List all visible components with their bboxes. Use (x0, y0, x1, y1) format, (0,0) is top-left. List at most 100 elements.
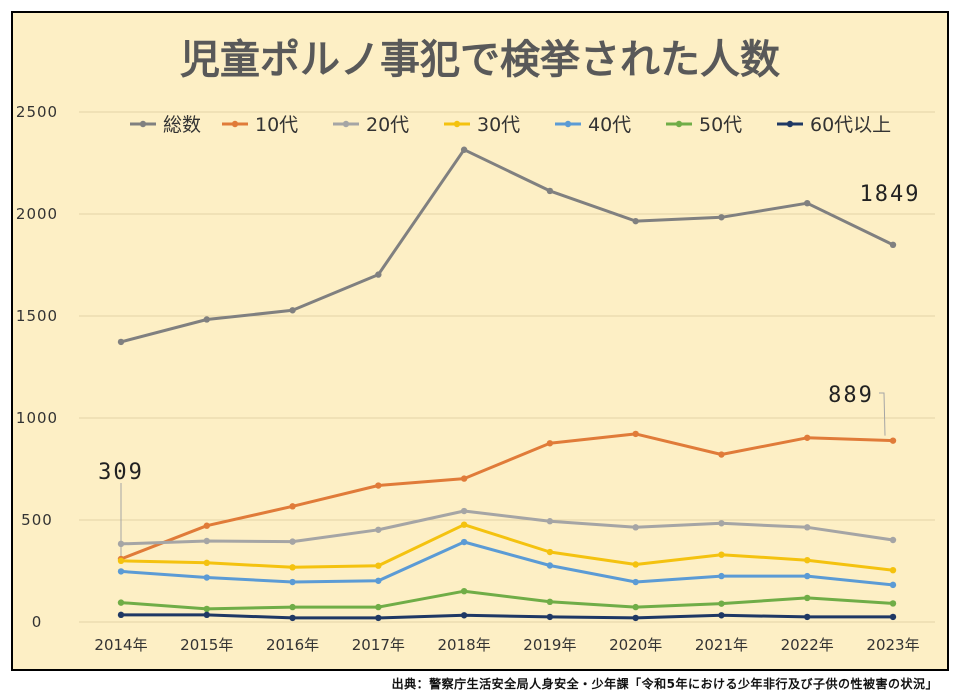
annotation-label: 889 (828, 383, 874, 408)
annotation-label: 1849 (860, 182, 921, 207)
data-point (375, 526, 382, 533)
data-point (289, 564, 296, 571)
x-tick-label: 2017年 (352, 636, 405, 654)
legend-marker (342, 120, 350, 128)
series-line (119, 148, 895, 344)
data-point (718, 214, 725, 221)
line-chart: 児童ポルノ事犯で検挙された人数 0 500 1000 1500 2000 2500 201… (16, 37, 935, 654)
data-point (117, 611, 125, 619)
chart-frame: 児童ポルノ事犯で検挙された人数 0 500 1000 1500 2000 2500 201… (11, 11, 949, 671)
series-line (119, 589, 895, 611)
data-point (460, 521, 468, 528)
series-3 (117, 521, 897, 574)
data-point (804, 199, 811, 207)
data-point (203, 537, 210, 545)
data-point (632, 578, 639, 586)
x-tick-label: 2019年 (523, 636, 576, 654)
legend-item: 50代 (666, 114, 742, 136)
x-tick-label: 2018年 (438, 636, 491, 654)
data-point (889, 581, 897, 589)
data-point (117, 557, 125, 564)
data-point (718, 451, 725, 458)
data-point (289, 614, 296, 622)
y-tick-label: 2000 (16, 205, 58, 223)
data-point (460, 538, 468, 546)
series-1 (117, 430, 897, 563)
data-point (889, 437, 897, 444)
data-point (203, 559, 210, 567)
annotation-label: 309 (98, 460, 144, 485)
series-line (119, 540, 895, 587)
data-point (289, 503, 296, 510)
series-line (119, 613, 895, 620)
data-point (117, 599, 125, 606)
legend-label: 60代以上 (810, 114, 891, 136)
data-point (460, 146, 468, 153)
data-point (889, 241, 897, 249)
data-point (460, 612, 468, 619)
data-point (289, 578, 296, 586)
data-point (203, 574, 210, 581)
data-point (203, 316, 210, 323)
data-point (804, 613, 811, 621)
data-point (546, 548, 554, 556)
series-line (119, 432, 895, 561)
legend-item: 10代 (222, 114, 298, 136)
series-line (119, 509, 895, 546)
data-point (460, 507, 468, 515)
data-point (804, 524, 811, 531)
y-tick-label: 500 (21, 511, 53, 529)
data-point (375, 577, 382, 584)
legend-marker (231, 120, 239, 128)
data-point (375, 603, 382, 611)
data-point (718, 551, 725, 558)
x-tick-label: 2015年 (180, 636, 233, 654)
data-point (889, 600, 897, 607)
data-point (632, 561, 639, 568)
data-point (804, 594, 811, 602)
series-0 (117, 146, 897, 346)
legend-marker (564, 120, 572, 128)
legend-item: 30代 (444, 114, 520, 136)
y-tick-label: 2500 (16, 103, 58, 121)
series-4 (117, 538, 897, 589)
data-point (718, 600, 725, 607)
y-tick-label: 1000 (16, 409, 58, 427)
data-point (546, 598, 554, 606)
legend-item: 60代以上 (777, 114, 891, 136)
data-point (289, 603, 296, 611)
legend-item: 40代 (555, 114, 631, 136)
data-point (289, 538, 296, 545)
series-6 (117, 611, 897, 622)
data-point (632, 430, 639, 438)
x-tick-label: 2016年 (266, 636, 319, 654)
legend-label: 40代 (588, 114, 631, 136)
data-point (632, 603, 639, 611)
legend-label: 総数 (163, 114, 201, 136)
data-point (718, 520, 725, 527)
data-point (203, 605, 210, 613)
data-point (546, 518, 554, 525)
data-point (718, 572, 725, 580)
x-tick-label: 2014年 (94, 636, 147, 654)
data-point (375, 614, 382, 622)
legend-label: 50代 (699, 114, 742, 136)
legend-marker (675, 120, 683, 128)
data-point (889, 613, 897, 621)
data-point (203, 522, 210, 529)
data-point (632, 614, 639, 622)
data-point (289, 307, 296, 314)
data-point (460, 475, 468, 482)
x-tick-label: 2023年 (866, 636, 919, 654)
legend-marker (139, 120, 147, 128)
data-point (632, 217, 639, 225)
data-point (117, 338, 125, 346)
data-point (546, 187, 554, 195)
data-point (804, 572, 811, 580)
chart-title: 児童ポルノ事犯で検挙された人数 (180, 37, 780, 83)
legend-label: 20代 (366, 114, 409, 136)
legend-label: 10代 (255, 114, 298, 136)
series-line (119, 523, 895, 572)
series-2 (117, 507, 897, 548)
x-tick-label: 2021年 (695, 636, 748, 654)
